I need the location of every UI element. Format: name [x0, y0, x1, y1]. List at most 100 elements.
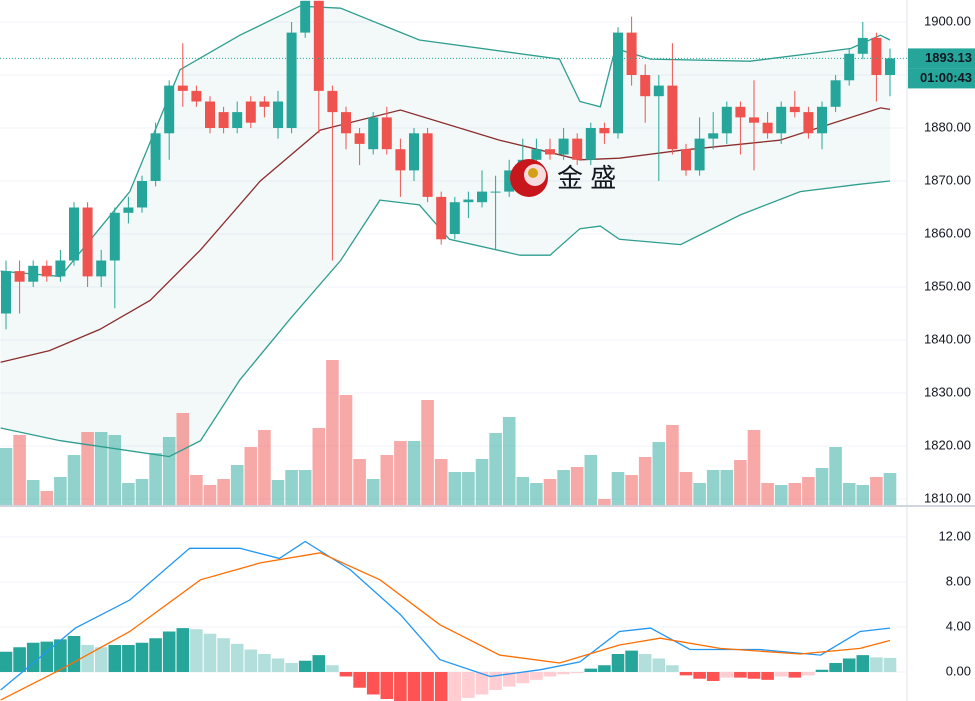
- volume-bar: [298, 470, 312, 505]
- signal-line: [0, 552, 891, 701]
- candle-body: [286, 32, 297, 128]
- y-tick-label: 1840.00: [924, 331, 971, 346]
- candle-body: [55, 260, 66, 277]
- candle-body: [885, 58, 895, 75]
- macd-histogram-bar: [747, 671, 761, 679]
- candle-body: [28, 265, 39, 282]
- macd-histogram-bar: [353, 671, 366, 688]
- candle-body: [96, 260, 107, 277]
- candle-body: [14, 271, 25, 282]
- candle-body: [409, 133, 419, 171]
- candle-body: [490, 191, 501, 193]
- volume-bar: [638, 457, 652, 505]
- candle-body: [109, 212, 120, 261]
- band-upper: [0, 5, 891, 278]
- macd-histogram-bar: [149, 638, 162, 672]
- macd-histogram-bar: [81, 644, 94, 672]
- macd-histogram-bar: [598, 665, 611, 672]
- macd-histogram-bar: [271, 658, 285, 672]
- y-tick-label: 1820.00: [924, 437, 971, 452]
- volume-bar: [230, 465, 244, 505]
- candle-body: [504, 170, 515, 192]
- candle-body: [844, 53, 855, 81]
- macd-histogram-bar: [842, 658, 856, 672]
- macd-histogram-bar: [217, 638, 230, 672]
- volume-bar: [625, 475, 638, 505]
- volume-bar: [842, 483, 856, 505]
- volume-bar: [203, 485, 217, 505]
- volume-bar: [761, 483, 774, 505]
- y-tick-label: 8.00: [946, 573, 971, 588]
- macd-histogram-bar: [584, 668, 598, 672]
- macd-histogram-bar: [870, 657, 883, 672]
- macd-histogram-bar: [829, 662, 842, 672]
- y-tick-label: 1900.00: [924, 13, 971, 28]
- volume-bar: [706, 470, 720, 505]
- macd-histogram-bar: [883, 657, 897, 672]
- macd-histogram-bar: [244, 649, 258, 672]
- volume-bar: [666, 425, 679, 505]
- macd-histogram-bar: [448, 671, 462, 701]
- candle-body: [762, 122, 773, 134]
- band-lower: [0, 180, 891, 458]
- volume-bar: [176, 413, 190, 505]
- candle-body: [273, 101, 283, 128]
- volume-bar: [244, 447, 258, 505]
- macd-histogram-bar: [557, 671, 570, 675]
- y-tick-label: 4.00: [946, 618, 971, 633]
- candle-body: [640, 74, 651, 97]
- volume-bar: [584, 455, 598, 505]
- candle-body: [721, 106, 732, 134]
- volume-bar: [312, 428, 326, 505]
- macd-histogram-bar: [706, 671, 720, 681]
- volume-bar: [394, 441, 407, 505]
- volume-bar: [720, 470, 734, 505]
- macd-histogram-bar: [285, 662, 298, 672]
- candle-body: [327, 90, 338, 113]
- candle-body: [1, 271, 11, 314]
- macd-histogram-bar: [502, 671, 516, 687]
- candle-body: [300, 0, 311, 33]
- volume-bar: [652, 442, 666, 505]
- candle-body: [572, 138, 583, 160]
- macd-histogram-bar: [339, 671, 353, 677]
- macd-histogram-bar: [13, 647, 26, 672]
- volume-bar: [598, 499, 611, 505]
- macd-histogram-bar: [0, 651, 13, 672]
- volume-bar: [366, 479, 380, 505]
- volume-bar: [462, 472, 475, 505]
- volume-bar: [149, 453, 162, 505]
- volume-bar: [122, 483, 135, 505]
- macd-histogram-bar: [162, 631, 176, 672]
- volume-bar: [570, 467, 584, 505]
- macd-histogram-bar: [625, 650, 638, 672]
- countdown-tag: [908, 68, 975, 89]
- macd-histogram-bar: [761, 671, 774, 680]
- candle-body: [395, 149, 406, 171]
- candle-body: [653, 85, 664, 97]
- candle-body: [708, 133, 719, 139]
- macd-histogram-bar: [666, 665, 679, 672]
- candle-body: [776, 106, 787, 134]
- volume-bar: [543, 479, 557, 505]
- volume-bar: [217, 479, 230, 505]
- candle-body: [449, 202, 460, 235]
- macd-histogram-bar: [638, 653, 652, 672]
- macd-histogram-bar: [475, 671, 489, 695]
- volume-bar: [448, 472, 462, 505]
- volume-bar: [883, 473, 897, 505]
- candle-body: [667, 85, 678, 150]
- candle-body: [313, 0, 324, 91]
- candle-body: [558, 138, 569, 155]
- y-tick-label: 1860.00: [924, 225, 971, 240]
- macd-histogram-bar: [122, 644, 135, 672]
- candle-body: [82, 207, 93, 277]
- candle-body: [205, 101, 215, 128]
- candle-body: [354, 133, 365, 144]
- volume-bar: [380, 455, 394, 505]
- price-tag-label: 1893.13: [925, 50, 972, 65]
- macd-histogram-bar: [734, 671, 747, 678]
- macd-histogram-bar: [693, 671, 706, 679]
- macd-histogram-bar: [570, 671, 584, 674]
- candle-body: [41, 265, 52, 277]
